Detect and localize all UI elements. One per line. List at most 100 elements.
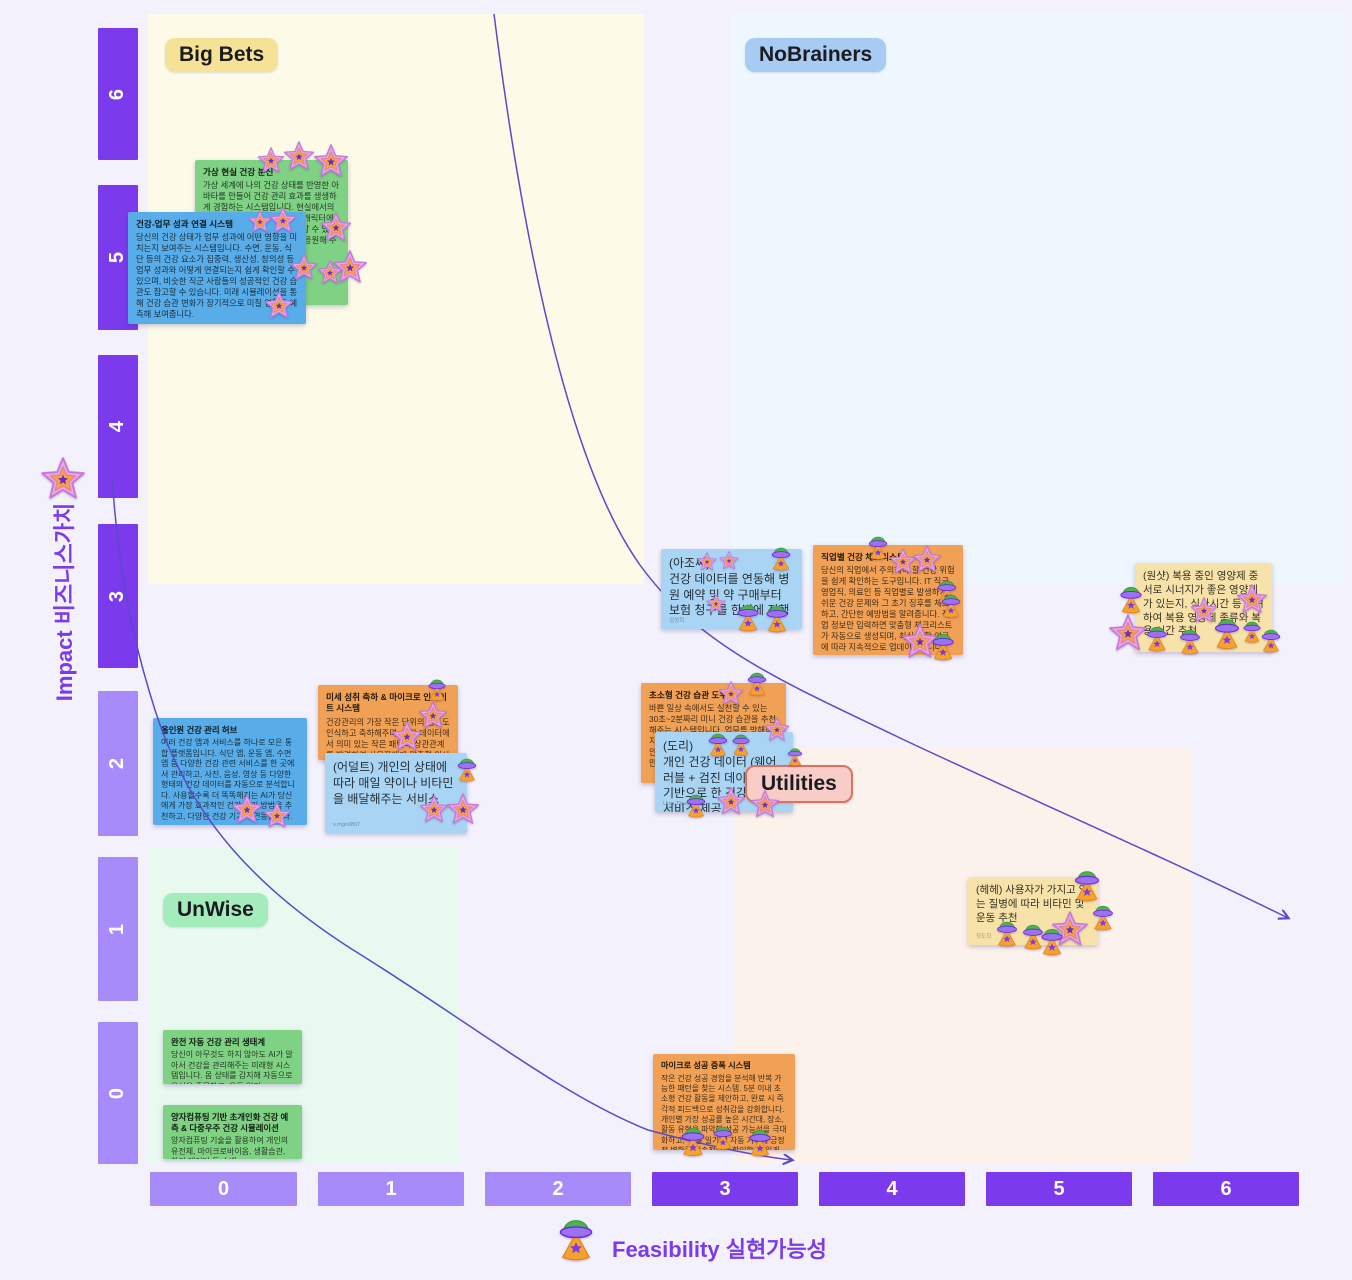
note-author: Uma Thurman: [663, 800, 699, 807]
sticky-note-adult-vitamin-delivery[interactable]: (어덜트) 개인의 상태에 따라 매일 약이나 비타민을 배달해주는 서비스 s.…: [325, 753, 467, 833]
star-sticker[interactable]: [332, 250, 368, 286]
rocket-sticker[interactable]: [1037, 927, 1067, 957]
star-sticker[interactable]: [313, 144, 349, 180]
note-title: 직업별 건강 체크리스트: [821, 552, 905, 562]
star-sticker[interactable]: [719, 551, 739, 571]
rocket-sticker[interactable]: [1019, 923, 1047, 951]
rocket-sticker[interactable]: [1240, 620, 1264, 644]
star-sticker[interactable]: [706, 594, 726, 614]
lower-threshold-curve: [111, 477, 792, 1160]
star-sticker[interactable]: [257, 147, 285, 175]
quadrant-label-nobrainers[interactable]: NoBrainers: [745, 38, 887, 72]
rocket-sticker[interactable]: [1258, 628, 1284, 654]
x-axis-block-6: 6: [1153, 1172, 1299, 1206]
rocket-sticker[interactable]: [938, 593, 964, 619]
note-author: s.mgn0807: [333, 821, 361, 828]
rocket-sticker[interactable]: [1210, 617, 1244, 651]
y-axis-block-3: 3: [98, 524, 138, 668]
rocket-sticker[interactable]: [785, 747, 805, 767]
quadrant-bg-nobrainers: [730, 14, 1345, 584]
star-sticker[interactable]: [1190, 597, 1218, 625]
star-sticker[interactable]: [718, 681, 744, 707]
rocket-sticker[interactable]: [1143, 625, 1171, 653]
rocket-sticker[interactable]: [1176, 628, 1204, 656]
star-sticker[interactable]: [263, 802, 291, 830]
upper-threshold-curve: [493, 13, 1288, 918]
rocket-sticker[interactable]: [729, 733, 753, 757]
rocket-sticker[interactable]: [928, 632, 958, 662]
star-sticker[interactable]: [764, 717, 790, 743]
quadrant-label-big-bets[interactable]: Big Bets: [165, 38, 279, 72]
note-author: 정도희: [976, 933, 992, 940]
note-title: 올인원 건강 관리 허브: [161, 725, 238, 735]
star-sticker[interactable]: [1108, 614, 1148, 654]
star-sticker[interactable]: [264, 291, 294, 321]
note-body: 당신의 건강 상태가 업무 성과에 어떤 영향을 미치는지 보여주는 시스템입니…: [136, 232, 298, 319]
rocket-sticker[interactable]: [1089, 904, 1117, 932]
sticky-note-job-health-checklist[interactable]: 직업별 건강 체크리스트 당신의 직업에서 주의해야 할 건강 위험을 쉽게 확인…: [813, 545, 963, 655]
star-sticker[interactable]: [320, 212, 352, 244]
x-axis-title: Feasibility 실현가능성: [612, 1237, 827, 1262]
rocket-sticker[interactable]: [705, 732, 731, 758]
note-title: 가상 현실 건강 분신: [203, 167, 274, 177]
star-sticker[interactable]: [269, 207, 297, 235]
rocket-sticker[interactable]: [710, 1125, 736, 1151]
note-author: 김성희: [669, 617, 685, 624]
rocket-sticker[interactable]: [744, 671, 770, 697]
star-sticker[interactable]: [716, 787, 746, 817]
note-body: 당신이 아무것도 하지 않아도 AI가 알아서 건강을 관리해주는 미래형 시스…: [171, 1050, 293, 1084]
rocket-sticker[interactable]: [865, 535, 891, 561]
note-title: 건강-업무 성과 연결 시스템: [136, 219, 233, 229]
rocket-sticker[interactable]: [677, 1126, 709, 1158]
star-sticker[interactable]: [418, 701, 448, 731]
sticky-note-quantum-simulation[interactable]: 양자컴퓨팅 기반 초개인화 건강 예측 & 다중우주 건강 시뮬레이션 양자컴퓨팅…: [163, 1105, 302, 1159]
rocket-sticker[interactable]: [425, 678, 449, 702]
star-sticker[interactable]: [40, 457, 86, 503]
y-axis-block-6: 6: [98, 28, 138, 160]
note-body: 양자컴퓨팅 기술을 활용하여 개인의 유전체, 마이크로바이옴, 생활습관, 환…: [171, 1136, 289, 1159]
star-sticker[interactable]: [901, 623, 939, 661]
rocket-sticker[interactable]: [745, 1128, 775, 1158]
star-sticker[interactable]: [889, 548, 917, 576]
sticky-note-all-in-one-hub[interactable]: 올인원 건강 관리 허브 여러 건강 앱과 서비스를 하나로 모은 통합 플랫폼입…: [153, 718, 307, 825]
star-sticker[interactable]: [231, 794, 263, 826]
rocket-sticker[interactable]: [762, 604, 792, 634]
star-sticker[interactable]: [283, 141, 315, 173]
rocket-sticker[interactable]: [1116, 585, 1146, 615]
quadrant-label-utilities[interactable]: Utilities: [745, 765, 853, 803]
star-sticker[interactable]: [1236, 584, 1268, 616]
rocket-sticker[interactable]: [733, 603, 763, 633]
star-sticker[interactable]: [446, 793, 480, 827]
y-axis-block-1: 1: [98, 857, 138, 1001]
star-sticker[interactable]: [419, 795, 449, 825]
x-axis-block-0: 0: [150, 1172, 297, 1206]
quadrant-label-unwise[interactable]: UnWise: [163, 893, 268, 927]
star-sticker[interactable]: [248, 210, 272, 234]
x-axis-block-1: 1: [318, 1172, 464, 1206]
rocket-sticker[interactable]: [1070, 869, 1104, 903]
star-sticker[interactable]: [750, 790, 780, 820]
rocket-sticker[interactable]: [768, 546, 794, 572]
note-title: 초소형 건강 습관 도우미: [649, 690, 736, 700]
rocket-sticker[interactable]: [993, 920, 1021, 948]
star-sticker[interactable]: [912, 545, 942, 575]
note-title: 완전 자동 건강 관리 생태계: [171, 1037, 266, 1047]
x-axis-block-4: 4: [819, 1172, 965, 1206]
rocket-sticker[interactable]: [683, 793, 709, 819]
rocket-sticker[interactable]: [553, 1217, 599, 1263]
star-sticker[interactable]: [317, 260, 343, 286]
star-sticker[interactable]: [697, 552, 717, 572]
star-sticker[interactable]: [391, 721, 423, 753]
star-sticker[interactable]: [290, 254, 318, 282]
rocket-sticker[interactable]: [454, 757, 480, 783]
x-axis-block-3: 3: [652, 1172, 798, 1206]
